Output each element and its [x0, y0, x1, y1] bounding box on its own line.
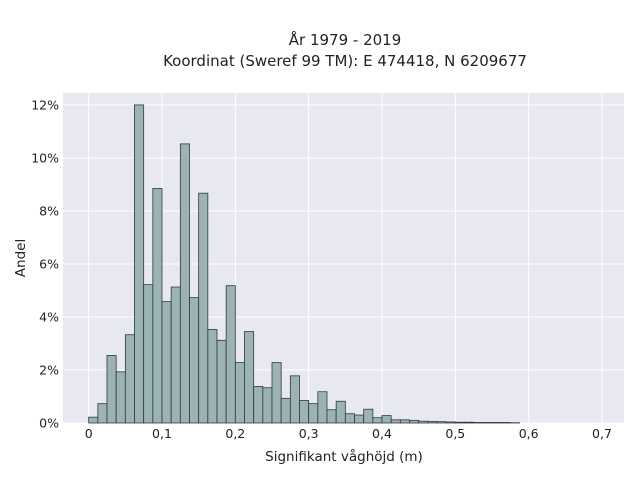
y-axis-label: Andel	[13, 239, 29, 277]
histogram-bar	[445, 421, 456, 424]
chart-title: År 1979 - 2019	[289, 30, 402, 49]
histogram-bar	[482, 422, 493, 424]
histogram-bar	[399, 419, 410, 424]
histogram-bar	[134, 104, 145, 424]
y-tick-label: 8%	[39, 203, 59, 218]
x-tick-label: 0,3	[299, 426, 319, 441]
chart-subtitle: Koordinat (Sweref 99 TM): E 474418, N 62…	[163, 52, 527, 70]
histogram-bar	[106, 355, 117, 424]
histogram-bar	[271, 362, 282, 424]
histogram-bar	[317, 391, 328, 424]
histogram-bar	[170, 286, 181, 424]
histogram-bar	[97, 403, 108, 424]
x-tick-label: 0,6	[519, 426, 539, 441]
histogram-bar	[253, 386, 264, 424]
x-tick-label: 0,7	[592, 426, 612, 441]
histogram-bar	[390, 419, 401, 424]
x-tick-label: 0,2	[225, 426, 245, 441]
x-axis-label: Signifikant våghöjd (m)	[265, 448, 423, 465]
histogram-bar	[244, 331, 255, 424]
histogram-bar	[262, 387, 273, 424]
histogram-bar	[189, 297, 200, 424]
histogram-bar	[381, 415, 392, 424]
histogram-bar	[161, 301, 172, 424]
x-tick-label: 0,1	[152, 426, 172, 441]
histogram-bar	[454, 421, 465, 424]
y-tick-label: 6%	[39, 256, 59, 271]
histogram-bar	[88, 416, 99, 424]
histogram-bar	[436, 421, 447, 424]
histogram-bar	[464, 421, 475, 424]
histogram-bar	[335, 400, 346, 424]
histogram-bar	[152, 188, 163, 424]
histogram-bar	[234, 362, 245, 424]
histogram-bars	[88, 104, 520, 424]
x-axis-ticks: 0 0,1 0,2 0,3 0,4 0,5 0,6 0,7	[85, 426, 612, 441]
histogram-bar	[363, 408, 374, 424]
histogram-bar	[308, 403, 319, 424]
histogram-bar	[198, 192, 209, 424]
histogram-bar	[326, 409, 337, 424]
y-tick-label: 12%	[31, 97, 59, 112]
histogram-bar	[225, 285, 236, 424]
histogram-bar	[344, 413, 355, 424]
histogram-bar	[207, 329, 218, 424]
histogram-bar	[299, 400, 310, 424]
x-tick-label: 0	[85, 426, 93, 441]
histogram-bar	[354, 414, 365, 424]
histogram-bar	[216, 339, 227, 424]
histogram-bar	[418, 420, 429, 424]
y-tick-label: 4%	[39, 309, 59, 324]
histogram-bar	[491, 422, 502, 424]
histogram-bar	[289, 375, 300, 424]
histogram-bar	[280, 397, 291, 424]
histogram-bar	[473, 422, 484, 424]
histogram-bar	[143, 284, 154, 424]
histogram-bar	[115, 371, 126, 424]
y-axis-ticks: 0% 2% 4% 6% 8% 10% 12%	[31, 97, 59, 430]
x-tick-label: 0,4	[372, 426, 392, 441]
histogram-bar	[427, 421, 438, 424]
histogram-bar	[500, 422, 511, 424]
histogram-bar	[409, 419, 420, 424]
y-tick-label: 2%	[39, 362, 59, 377]
y-tick-label: 0%	[39, 416, 59, 431]
histogram-bar	[124, 334, 135, 424]
histogram-bar	[372, 417, 383, 424]
histogram-bar	[179, 143, 190, 424]
x-tick-label: 0,5	[445, 426, 465, 441]
y-tick-label: 10%	[31, 150, 59, 165]
